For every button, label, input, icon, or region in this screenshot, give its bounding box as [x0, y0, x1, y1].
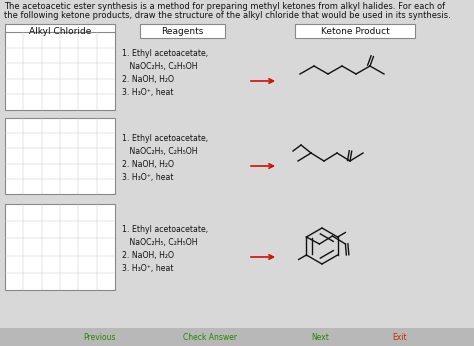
Bar	[0, 328, 474, 346]
Text: Previous: Previous	[84, 333, 116, 342]
Bar	[5, 32, 115, 110]
Text: Alkyl Chloride: Alkyl Chloride	[29, 27, 91, 36]
Bar	[295, 24, 415, 38]
Text: Next: Next	[311, 333, 329, 342]
Text: 1. Ethyl acetoacetate,
   NaOC₂H₅, C₂H₅OH
2. NaOH, H₂O
3. H₃O⁺, heat: 1. Ethyl acetoacetate, NaOC₂H₅, C₂H₅OH 2…	[122, 134, 208, 182]
Text: Exit: Exit	[392, 333, 407, 342]
Text: 1. Ethyl acetoacetate,
   NaOC₂H₅, C₂H₅OH
2. NaOH, H₂O
3. H₃O⁺, heat: 1. Ethyl acetoacetate, NaOC₂H₅, C₂H₅OH 2…	[122, 225, 208, 273]
Text: 1. Ethyl acetoacetate,
   NaOC₂H₅, C₂H₅OH
2. NaOH, H₂O
3. H₃O⁺, heat: 1. Ethyl acetoacetate, NaOC₂H₅, C₂H₅OH 2…	[122, 49, 208, 97]
Bar	[5, 118, 115, 194]
Bar	[5, 24, 115, 38]
Bar	[140, 24, 225, 38]
Text: Check Answer: Check Answer	[183, 333, 237, 342]
Text: Reagents: Reagents	[161, 27, 203, 36]
Bar	[5, 204, 115, 290]
Text: Ketone Product: Ketone Product	[320, 27, 389, 36]
Text: the following ketone products, draw the structure of the alkyl chloride that wou: the following ketone products, draw the …	[4, 11, 451, 20]
Text: The acetoacetic ester synthesis is a method for preparing methyl ketones from al: The acetoacetic ester synthesis is a met…	[4, 2, 445, 11]
